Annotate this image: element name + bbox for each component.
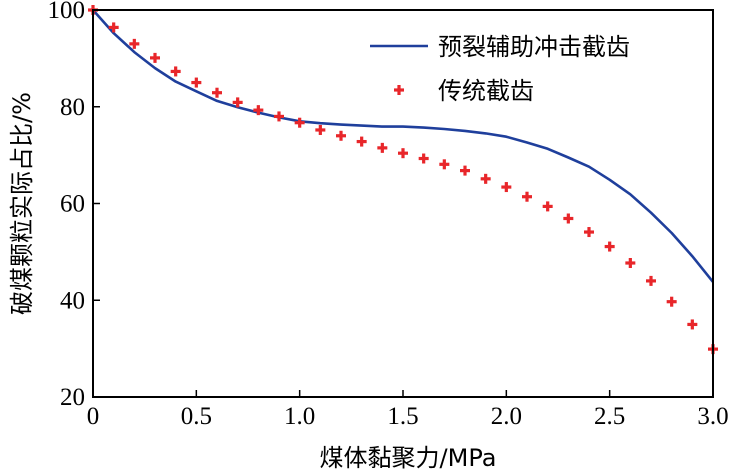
data-point <box>294 117 305 128</box>
data-point <box>666 296 677 307</box>
plot-frame <box>92 9 714 398</box>
x-tick-label: 3.0 <box>697 403 728 430</box>
legend-label: 预裂辅助冲击截齿 <box>438 33 630 61</box>
x-tick-label: 1.0 <box>284 403 315 430</box>
x-axis-label: 煤体黏聚力/MPa <box>320 444 497 472</box>
data-point <box>480 173 491 184</box>
data-point <box>150 52 160 63</box>
data-point <box>501 182 512 193</box>
data-point <box>170 66 181 77</box>
plot-area <box>88 5 718 355</box>
data-point <box>232 97 243 108</box>
data-point <box>356 136 367 147</box>
x-tick-labels: 0 0.5 1.0 1.5 2.0 2.5 3.0 <box>87 403 729 430</box>
data-point <box>377 142 388 153</box>
data-point <box>584 227 594 238</box>
data-point <box>439 159 450 170</box>
data-point <box>460 165 470 176</box>
y-tick-label: 100 <box>48 0 86 24</box>
y-tick-label: 80 <box>60 94 85 121</box>
data-point <box>687 319 698 330</box>
legend-marker-swatch <box>394 85 404 95</box>
axis-ticks <box>92 9 714 398</box>
legend: 预裂辅助冲击截齿 传统截齿 <box>370 33 630 105</box>
data-point <box>604 241 615 252</box>
x-tick-label: 0 <box>87 403 100 430</box>
data-point <box>315 124 326 135</box>
data-point <box>336 130 346 141</box>
data-point <box>563 213 574 224</box>
data-point <box>398 148 408 159</box>
data-point <box>522 191 532 202</box>
y-tick-label: 60 <box>60 191 85 218</box>
data-point <box>129 38 140 49</box>
x-tick-label: 2.0 <box>491 403 522 430</box>
data-point <box>625 258 636 269</box>
data-point <box>274 111 284 122</box>
y-tick-label: 40 <box>60 287 85 314</box>
x-tick-label: 2.5 <box>594 403 625 430</box>
data-point <box>212 87 222 98</box>
legend-label: 传统截齿 <box>438 77 534 105</box>
legend-marker <box>394 85 404 95</box>
y-tick-labels: 20 40 60 80 100 <box>48 0 86 411</box>
data-point <box>542 201 553 212</box>
data-point <box>418 153 429 164</box>
x-tick-label: 0.5 <box>181 403 212 430</box>
data-point <box>191 77 202 88</box>
x-tick-label: 1.5 <box>387 403 418 430</box>
y-tick-label: 20 <box>60 384 85 411</box>
data-point <box>253 105 264 116</box>
data-point <box>108 22 119 33</box>
series-line <box>92 9 715 283</box>
data-point <box>646 275 656 286</box>
y-axis-label: 破煤颗粒实际占比/% <box>8 92 36 315</box>
